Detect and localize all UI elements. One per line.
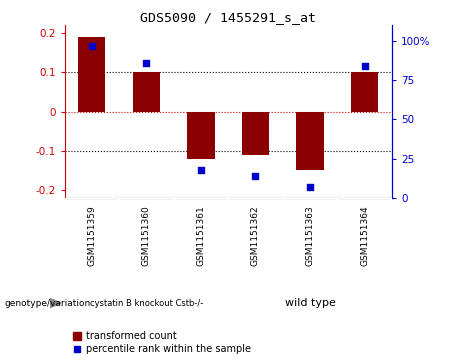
Text: GSM1151359: GSM1151359 [87, 205, 96, 266]
Bar [296, 112, 324, 170]
Point [252, 173, 259, 179]
Title: GDS5090 / 1455291_s_at: GDS5090 / 1455291_s_at [140, 11, 316, 24]
Text: GSM1151360: GSM1151360 [142, 205, 151, 266]
Point [142, 60, 150, 66]
Point [361, 63, 368, 69]
Bar [351, 73, 378, 112]
Text: wild type: wild type [284, 298, 336, 308]
Polygon shape [50, 298, 61, 308]
Text: cystatin B knockout Cstb-/-: cystatin B knockout Cstb-/- [90, 299, 203, 307]
Bar [242, 112, 269, 155]
Bar [78, 37, 106, 112]
Legend: transformed count, percentile rank within the sample: transformed count, percentile rank withi… [70, 327, 255, 358]
Text: GSM1151362: GSM1151362 [251, 205, 260, 266]
Text: GSM1151361: GSM1151361 [196, 205, 206, 266]
Point [197, 167, 205, 172]
Text: GSM1151363: GSM1151363 [306, 205, 314, 266]
Text: GSM1151364: GSM1151364 [360, 205, 369, 266]
Bar [187, 112, 214, 159]
Text: genotype/variation: genotype/variation [5, 299, 91, 307]
Point [88, 43, 95, 49]
Bar [133, 73, 160, 112]
Point [306, 184, 313, 190]
